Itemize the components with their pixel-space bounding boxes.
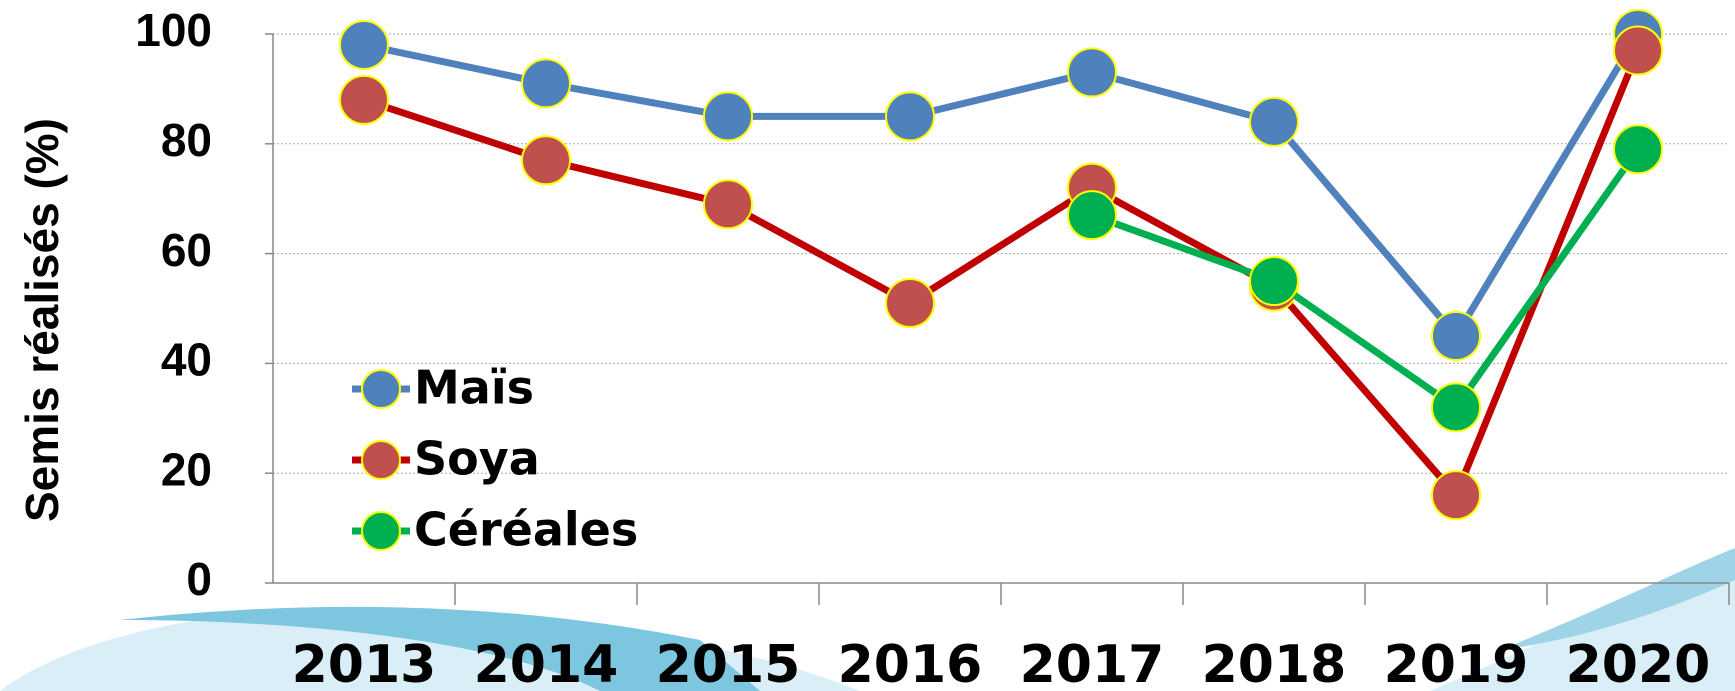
marker xyxy=(886,92,934,140)
x-tick-label: 2018 xyxy=(1202,635,1347,691)
x-tick-label: 2020 xyxy=(1566,635,1711,691)
marker xyxy=(704,180,752,228)
marker xyxy=(522,59,570,107)
marker xyxy=(1432,471,1480,519)
y-tick-label: 80 xyxy=(161,114,212,166)
x-tick-label: 2017 xyxy=(1020,635,1165,691)
marker xyxy=(1068,48,1116,96)
legend-label: Céréales xyxy=(414,503,638,557)
y-tick-label: 40 xyxy=(161,334,212,386)
x-tick-label: 2013 xyxy=(292,635,437,691)
legend-label: Soya xyxy=(414,432,540,486)
y-tick-label: 100 xyxy=(135,4,212,56)
y-tick-label: 20 xyxy=(161,443,212,495)
marker xyxy=(1432,312,1480,360)
series-line xyxy=(1092,149,1638,407)
marker xyxy=(1250,257,1298,305)
y-tick-label: 0 xyxy=(186,553,212,605)
legend-marker xyxy=(362,441,400,479)
marker xyxy=(886,279,934,327)
marker xyxy=(1250,98,1298,146)
marker xyxy=(1614,26,1662,74)
legend-label: Maïs xyxy=(414,361,534,415)
marker xyxy=(522,136,570,184)
x-tick-label: 2014 xyxy=(474,635,619,691)
marker xyxy=(1614,125,1662,173)
legend-marker xyxy=(362,370,400,408)
x-tick-label: 2016 xyxy=(838,635,983,691)
marker xyxy=(704,92,752,140)
x-tick-label: 2019 xyxy=(1384,635,1529,691)
marker xyxy=(1432,383,1480,431)
x-tick-label: 2015 xyxy=(656,635,801,691)
marker xyxy=(1068,191,1116,239)
marker xyxy=(340,76,388,124)
chart: Semis réalisés (%) 0 20 40 60 80 100 2013 2014 2… xyxy=(0,0,1735,691)
y-axis-label: Semis réalisés (%) xyxy=(16,118,68,522)
legend-marker xyxy=(362,512,400,550)
marker xyxy=(340,21,388,69)
y-tick-label: 60 xyxy=(161,224,212,276)
